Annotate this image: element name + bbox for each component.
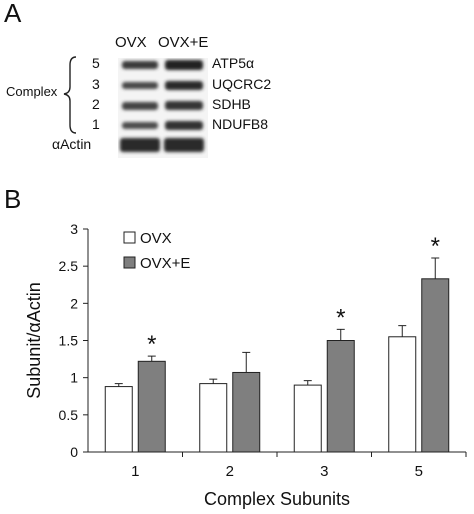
bar-ovx-e-5 [421, 278, 450, 453]
bar-ovx-1 [104, 386, 133, 453]
lane-label-ovx-e: OVX+E [158, 34, 209, 51]
y-tick-label: 2 [70, 295, 78, 311]
significance-marker: * [336, 304, 345, 331]
bar-ovx-5 [388, 336, 417, 453]
band-3-ovx [122, 82, 158, 89]
legend-swatch [123, 256, 136, 269]
x-axis-title: Complex Subunits [204, 489, 350, 509]
y-tick-label: 1 [70, 370, 78, 386]
protein-ndufb8: NDUFB8 [212, 116, 269, 132]
actin-label: αActin [52, 136, 92, 152]
legend-label: OVX+E [140, 255, 190, 272]
complex-number-2: 2 [92, 96, 100, 112]
bar-ovx-3 [293, 384, 322, 453]
y-tick-label: 0.5 [59, 407, 79, 423]
y-tick-label: 0 [70, 444, 78, 460]
complex-number-1: 1 [92, 116, 100, 132]
y-tick-label: 1.5 [59, 333, 79, 349]
band-actin-ovx [120, 138, 160, 152]
complex-brace [63, 56, 77, 134]
significance-marker: * [431, 233, 440, 260]
band-2-ovx [122, 102, 158, 110]
panel-a-letter: A [4, 0, 22, 28]
significance-marker: * [147, 331, 156, 358]
bar-ovx-2 [199, 383, 228, 453]
complex-number-3: 3 [92, 76, 100, 92]
y-tick-label: 3 [70, 221, 78, 237]
panel-b-letter: B [4, 184, 22, 214]
band-actin-ovx-e [164, 138, 204, 152]
band-1-ovx-e [165, 121, 203, 130]
band-5-ovx [122, 61, 158, 69]
x-tick-label: 3 [320, 463, 328, 480]
protein-atp5a: ATP5α [212, 55, 255, 71]
x-tick-label: 2 [226, 463, 234, 480]
bar-ovx-e-3 [326, 340, 355, 453]
band-1-ovx [122, 122, 158, 129]
complex-label: Complex [6, 84, 58, 99]
bar-ovx-e-1 [137, 360, 166, 453]
complex-number-5: 5 [92, 55, 100, 71]
protein-uqcrc2: UQCRC2 [212, 76, 272, 92]
y-tick-label: 2.5 [59, 258, 79, 274]
protein-sdhb: SDHB [212, 96, 251, 112]
band-2-ovx-e [165, 101, 203, 110]
western-blot [118, 58, 208, 158]
x-tick-label: 1 [131, 463, 139, 480]
band-5-ovx-e [165, 60, 203, 70]
lane-label-ovx: OVX [115, 34, 147, 51]
legend-swatch [123, 231, 136, 244]
band-3-ovx-e [165, 81, 203, 90]
bar-ovx-e-2 [232, 371, 261, 453]
legend-label: OVX [140, 230, 172, 247]
x-tick-label: 5 [415, 463, 423, 480]
y-axis-title: Subunit/αActin [24, 282, 44, 398]
